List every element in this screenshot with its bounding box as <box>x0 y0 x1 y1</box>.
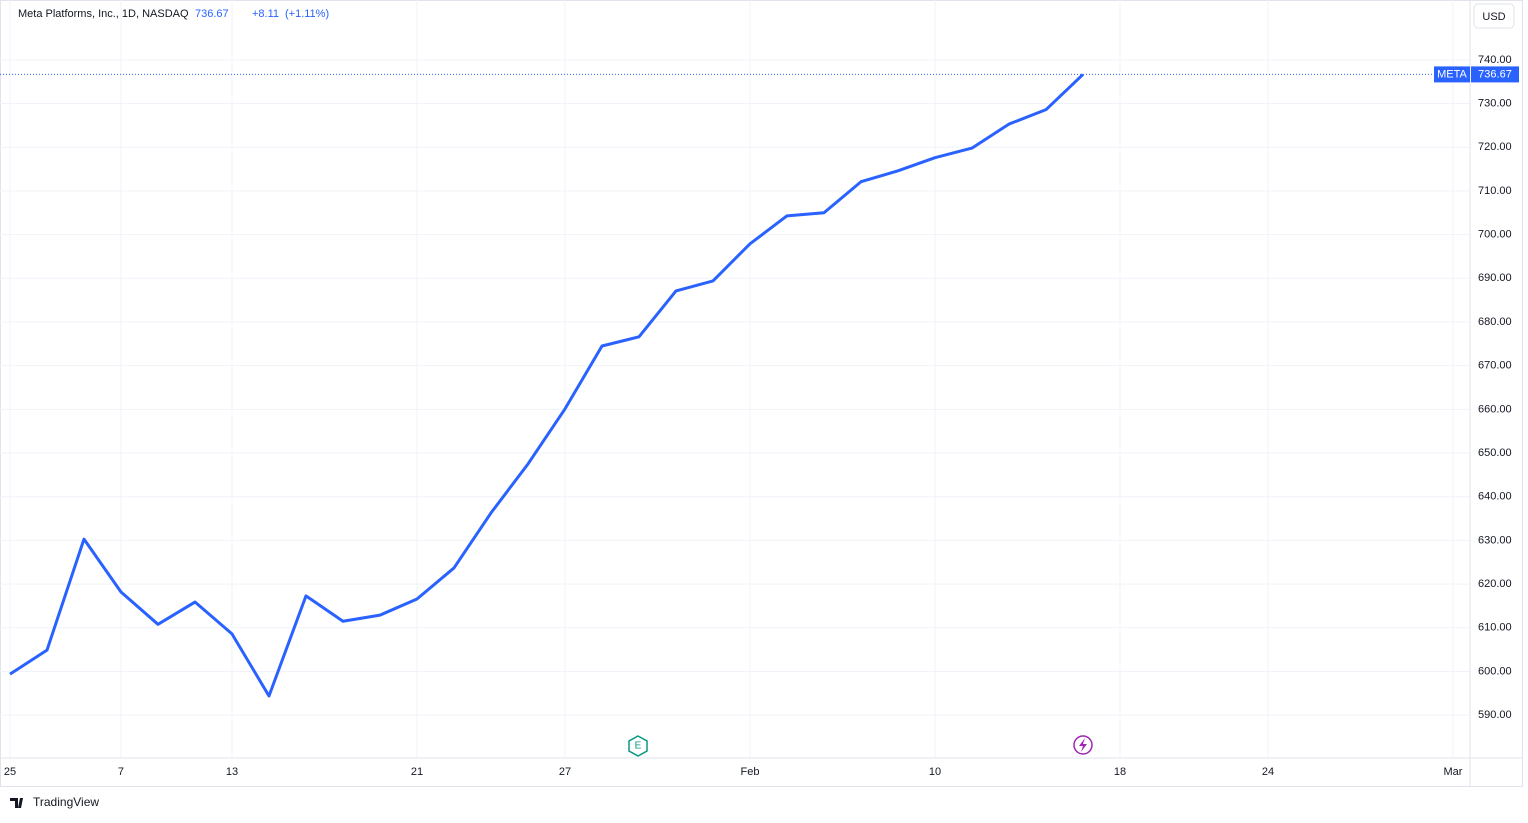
y-tick-label: 700.00 <box>1478 229 1512 241</box>
y-tick-label: 740.00 <box>1478 54 1512 66</box>
currency-label[interactable]: USD <box>1482 11 1505 23</box>
price-line <box>9 73 1085 698</box>
y-tick-label: 680.00 <box>1478 316 1512 328</box>
symbol-badge <box>1434 66 1470 83</box>
y-tick-label: 590.00 <box>1478 709 1512 721</box>
y-tick-label: 690.00 <box>1478 272 1512 284</box>
chart-frame <box>0 0 1523 787</box>
symbol-label: META <box>1437 68 1467 80</box>
x-tick-label: 7 <box>118 766 124 778</box>
brand-text[interactable]: TradingView <box>33 795 99 809</box>
x-tick-label: 27 <box>559 766 571 778</box>
event-icon[interactable] <box>1073 735 1093 755</box>
x-tick-label: 13 <box>226 766 238 778</box>
header-change: +8.11 <box>252 8 279 20</box>
x-tick-label: 25 <box>4 766 16 778</box>
y-tick-label: 660.00 <box>1478 403 1512 415</box>
x-tick-label: Feb <box>741 766 760 778</box>
price-badge <box>1471 66 1519 83</box>
chart-title: Meta Platforms, Inc., 1D, NASDAQ <box>18 8 189 20</box>
y-tick-label: 720.00 <box>1478 141 1512 153</box>
y-tick-label: 640.00 <box>1478 491 1512 503</box>
y-tick-label: 620.00 <box>1478 578 1512 590</box>
x-tick-label: 18 <box>1114 766 1126 778</box>
y-tick-label: 710.00 <box>1478 185 1512 197</box>
header-change-percent: (+1.11%) <box>285 8 329 20</box>
x-tick-label: 10 <box>929 766 941 778</box>
y-tick-label: 630.00 <box>1478 534 1512 546</box>
x-tick-label: 21 <box>411 766 423 778</box>
x-tick-label: 24 <box>1262 766 1274 778</box>
y-tick-label: 670.00 <box>1478 360 1512 372</box>
x-tick-label: Mar <box>1444 766 1463 778</box>
y-tick-label: 730.00 <box>1478 97 1512 109</box>
y-tick-label: 600.00 <box>1478 665 1512 677</box>
svg-text:E: E <box>635 741 642 752</box>
price-label: 736.67 <box>1478 68 1512 80</box>
header-price: 736.67 <box>195 8 229 20</box>
currency-button[interactable] <box>1473 3 1515 29</box>
y-tick-label: 610.00 <box>1478 622 1512 634</box>
brand-logo[interactable]: TradingView <box>10 795 99 809</box>
earnings-icon[interactable]: E <box>628 735 648 757</box>
grid <box>0 0 1470 758</box>
y-tick-label: 650.00 <box>1478 447 1512 459</box>
